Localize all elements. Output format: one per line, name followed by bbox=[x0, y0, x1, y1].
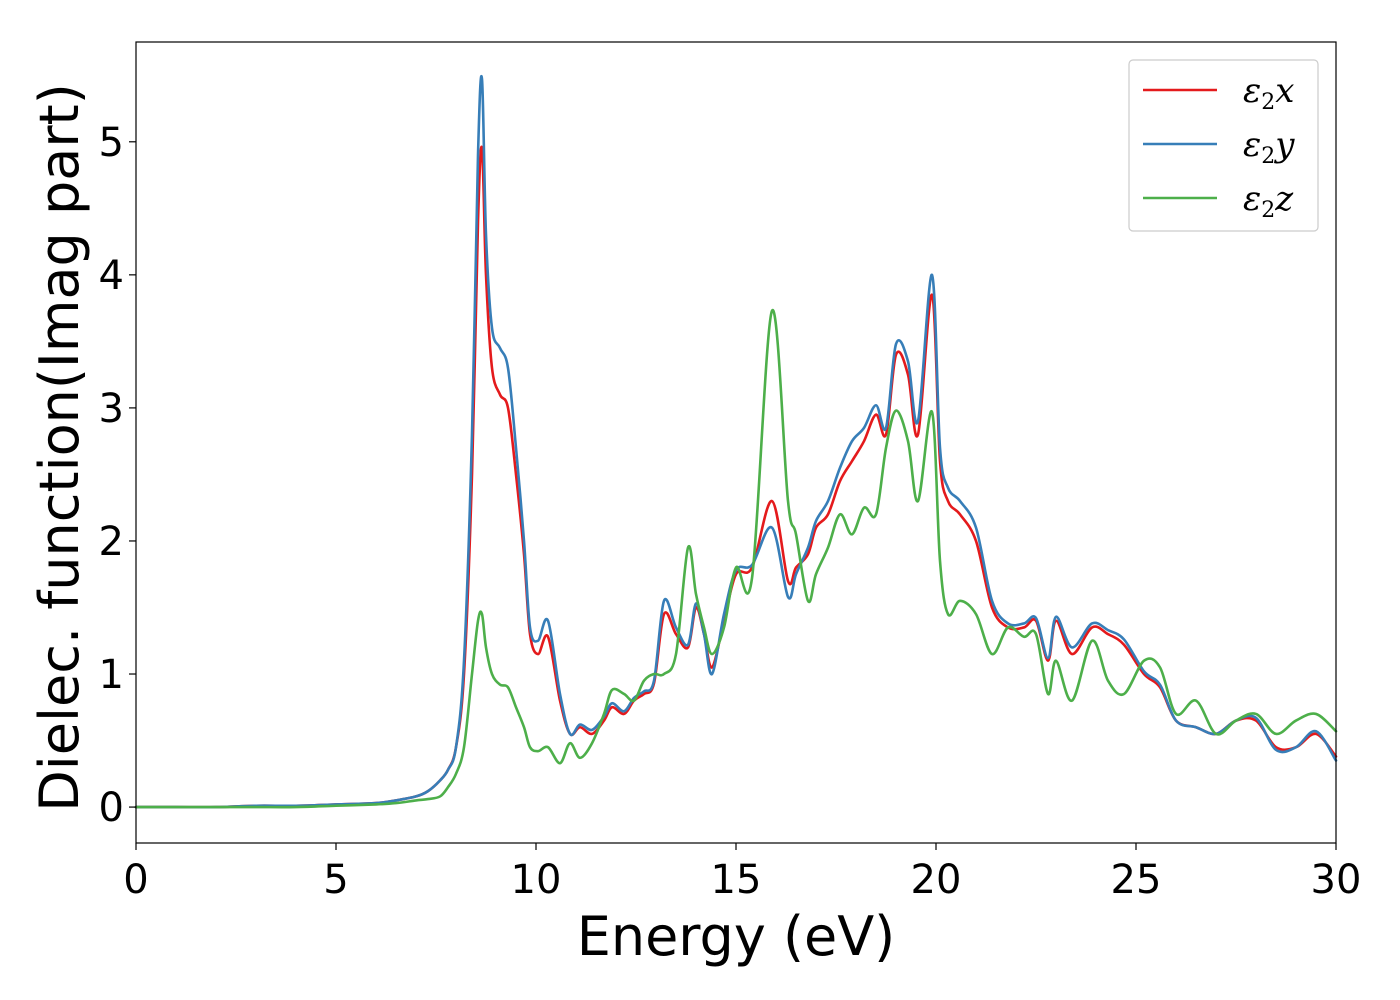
x-tick-label: 30 bbox=[1311, 857, 1362, 903]
y-tick-label: 3 bbox=[99, 386, 124, 432]
x-tick-label: 10 bbox=[511, 857, 562, 903]
y-tick-label: 4 bbox=[99, 253, 124, 299]
x-tick-label: 20 bbox=[911, 857, 962, 903]
y-tick-label: 5 bbox=[99, 120, 124, 166]
legend-label-3: ε2z bbox=[1243, 179, 1294, 223]
series-lines bbox=[134, 74, 1338, 809]
y-tick-label: 1 bbox=[99, 652, 124, 698]
x-tick-label: 25 bbox=[1111, 857, 1162, 903]
legend-label-1: ε2x bbox=[1243, 71, 1294, 115]
legend: ε2x ε2y ε2z bbox=[1128, 59, 1319, 232]
series-line-2 bbox=[134, 74, 1338, 809]
y-tick-label: 0 bbox=[99, 785, 124, 831]
axis-ticks: 0 5 10 15 20 25 30 0 1 2 3 4 5 bbox=[99, 120, 1362, 903]
y-tick-label: 2 bbox=[99, 519, 124, 565]
legend-box bbox=[1128, 59, 1319, 232]
y-axis-title: Dielec. function(Imag part) bbox=[28, 83, 91, 812]
series-line-3 bbox=[134, 309, 1338, 809]
x-tick-label: 15 bbox=[711, 857, 762, 903]
x-axis-title: Energy (eV) bbox=[577, 905, 896, 968]
x-tick-label: 0 bbox=[123, 857, 148, 903]
legend-label-2: ε2y bbox=[1243, 125, 1295, 169]
x-tick-label: 5 bbox=[323, 857, 348, 903]
series-line-1 bbox=[134, 145, 1338, 809]
